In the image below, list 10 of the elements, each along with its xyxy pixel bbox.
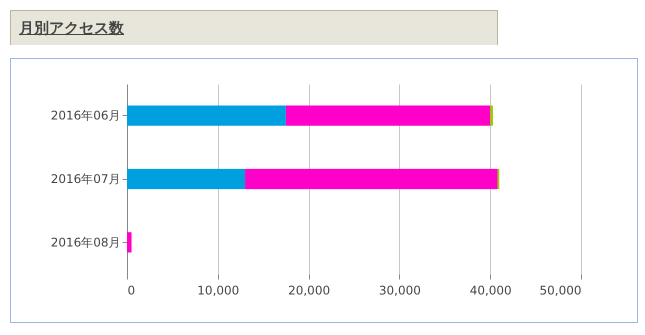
y-tick-label: 2016年06月: [50, 108, 120, 123]
x-tick-label: 0: [128, 284, 136, 298]
x-tick-label: 50,000: [540, 284, 582, 298]
x-tick-label: 20,000: [288, 284, 330, 298]
x-tick-label: 30,000: [378, 284, 421, 298]
chart-title: 月別アクセス数: [19, 19, 124, 38]
y-tick-label: 2016年08月: [50, 235, 120, 250]
x-tick-label: 10,000: [197, 284, 240, 298]
y-tick-label: 2016年07月: [50, 172, 120, 186]
x-tick-label: 40,000: [470, 284, 512, 298]
